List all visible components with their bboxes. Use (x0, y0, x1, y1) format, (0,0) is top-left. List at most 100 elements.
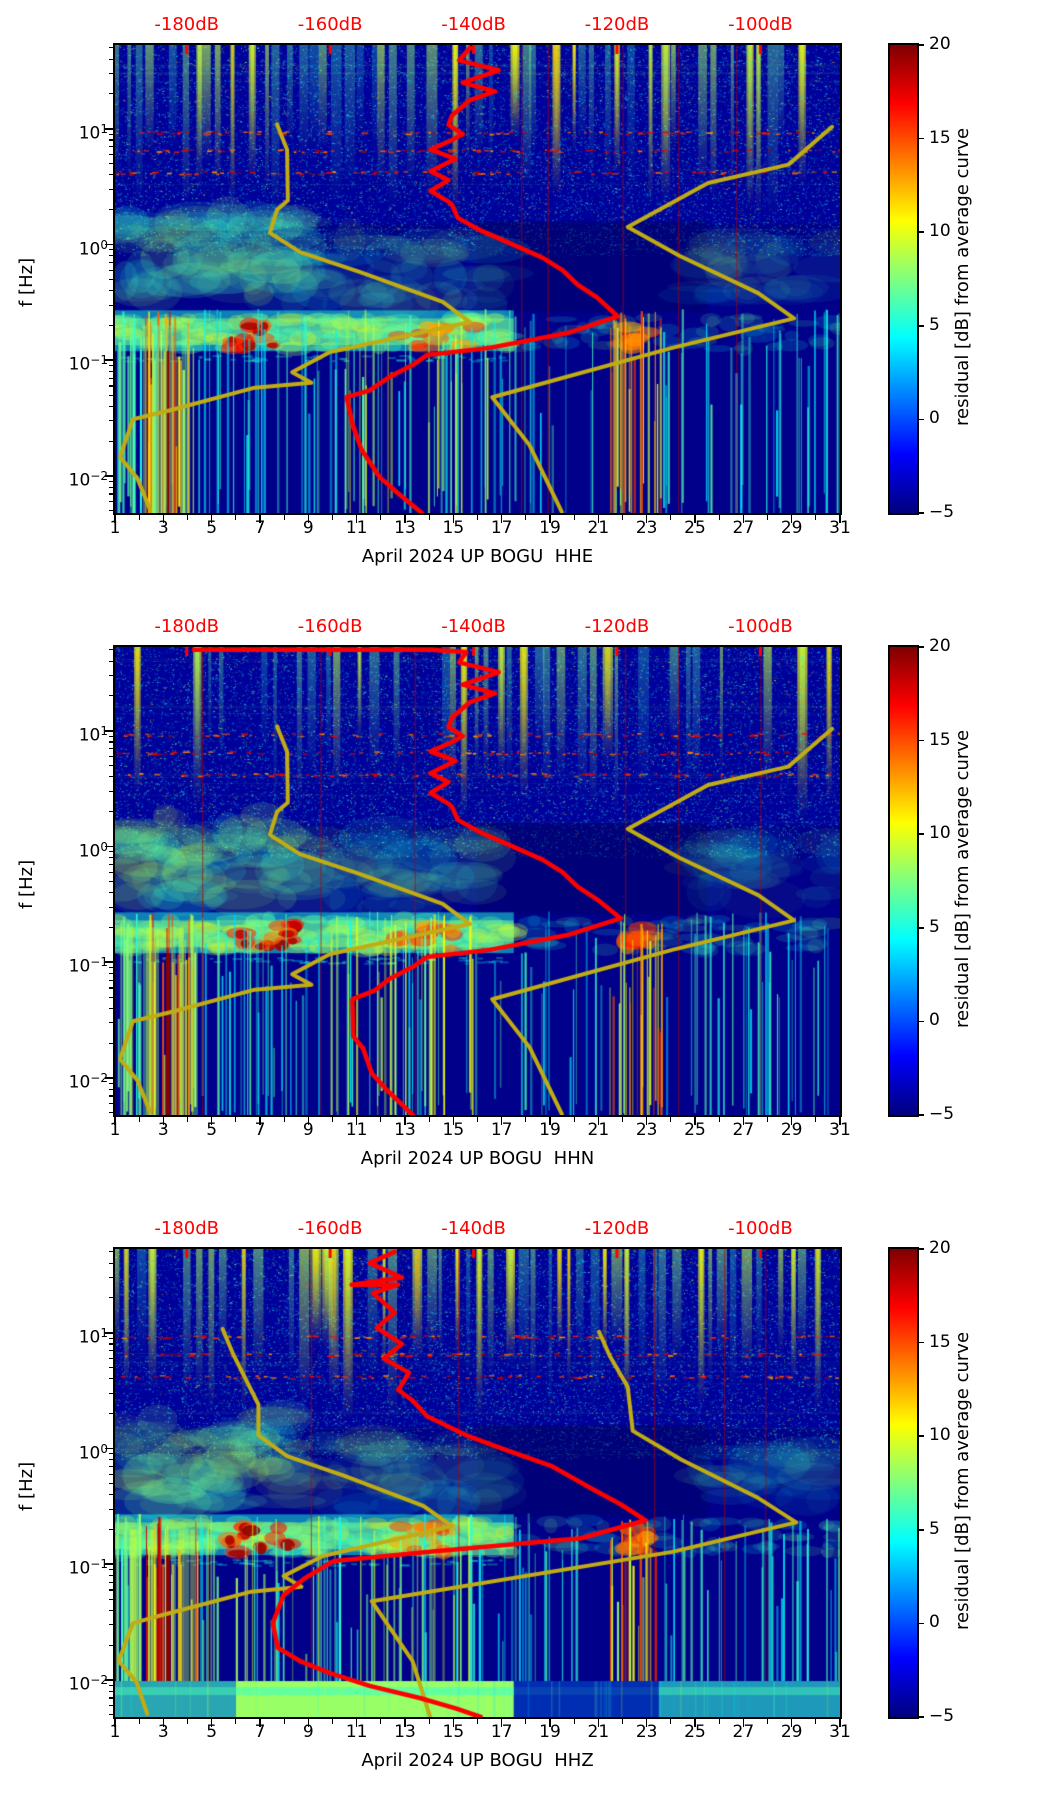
y-minor-tick (108, 1007, 113, 1009)
y-minor-tick (108, 1350, 113, 1352)
y-minor-tick (108, 486, 113, 488)
top-axis-db-label: -120dB (584, 616, 650, 637)
y-minor-tick (108, 1297, 113, 1299)
top-axis-db-label: -180dB (154, 14, 220, 35)
x-minor-tick (573, 515, 575, 520)
x-minor-tick (283, 515, 285, 520)
x-major-tick (259, 515, 261, 523)
x-major-tick (162, 1719, 165, 1727)
colorbar-label: residual [dB] from average curve (952, 729, 973, 1029)
y-minor-tick (108, 304, 113, 306)
x-minor-tick (331, 1719, 333, 1724)
y-major-tick (105, 243, 113, 246)
x-major-tick (645, 1117, 648, 1125)
colorbar-tick-label: 10 (929, 823, 951, 844)
x-major-tick (500, 1719, 503, 1727)
colorbar-tick (917, 1020, 924, 1023)
colorbar-tick-label: −5 (929, 1104, 955, 1124)
x-major-tick (645, 515, 648, 523)
x-tick-label: 13 (394, 1120, 416, 1140)
colorbar-hhe (888, 43, 919, 515)
x-major-tick (694, 515, 696, 523)
x-tick-label: 19 (539, 1722, 561, 1742)
y-minor-tick (108, 748, 113, 750)
x-major-tick (597, 515, 600, 523)
x-minor-tick (766, 1117, 768, 1122)
colorbar-tick (917, 418, 924, 421)
y-minor-tick (108, 1367, 113, 1369)
x-major-tick (114, 1719, 116, 1727)
x-major-tick (210, 1117, 213, 1125)
y-minor-tick (108, 1494, 113, 1496)
colorbar-tick (917, 44, 924, 46)
y-minor-tick (108, 1459, 113, 1461)
x-tick-label: 9 (302, 1120, 314, 1140)
y-minor-tick (108, 1624, 113, 1626)
colorbar-tick-label: −5 (929, 1706, 955, 1726)
top-axis-db-label: -160dB (297, 616, 363, 637)
x-minor-tick (428, 1117, 430, 1122)
y-minor-tick (108, 209, 113, 211)
x-tick-label: 17 (490, 1120, 513, 1140)
y-tick-label: 10−1 (68, 1557, 108, 1579)
y-minor-tick (108, 1508, 113, 1510)
top-axis-db-label: -100dB (728, 1218, 793, 1239)
x-minor-tick (525, 1719, 527, 1724)
x-axis-title-hhz: April 2024 UP BOGU HHZ (361, 1750, 594, 1771)
colorbar-tick-label: 0 (929, 1612, 940, 1633)
x-minor-tick (235, 515, 237, 520)
x-tick-label: 3 (157, 1120, 169, 1140)
y-minor-tick (108, 47, 113, 49)
y-minor-tick (108, 1022, 113, 1024)
x-major-tick (259, 1719, 261, 1727)
x-minor-tick (476, 1117, 478, 1122)
top-axis-db-label: -140dB (441, 14, 506, 35)
y-tick-exponent: −1 (90, 955, 108, 970)
y-tick-exponent: 0 (100, 1441, 108, 1456)
spectrogram-panel-hhn: f [Hz] April 2024 UP BOGU HHN residual [… (0, 602, 1052, 1204)
y-tick-label: 10−2 (68, 1673, 108, 1695)
x-tick-label: 5 (206, 1120, 218, 1140)
y-minor-tick (108, 1103, 113, 1105)
colorbar-label: residual [dB] from average curve (952, 1331, 973, 1631)
y-minor-tick (108, 1609, 113, 1611)
x-major-tick (355, 1719, 358, 1727)
y-minor-tick (108, 405, 113, 407)
x-minor-tick (283, 1117, 285, 1122)
x-tick-label: 23 (635, 1722, 658, 1742)
y-minor-tick (108, 1378, 113, 1380)
x-minor-tick (138, 1719, 140, 1724)
x-tick-label: 11 (345, 1120, 368, 1140)
y-minor-tick (108, 906, 113, 908)
y-minor-tick (108, 857, 113, 859)
y-minor-tick (108, 1473, 113, 1475)
y-minor-tick (108, 1482, 113, 1484)
x-minor-tick (380, 1117, 382, 1122)
x-minor-tick (380, 1719, 382, 1724)
colorbar-tick (917, 231, 924, 233)
colorbar-label: residual [dB] from average curve (952, 127, 973, 427)
y-minor-tick (108, 987, 113, 989)
y-minor-tick (108, 1684, 113, 1686)
x-tick-label: 25 (684, 1120, 706, 1140)
y-minor-tick (108, 146, 113, 148)
x-tick-label: 27 (732, 518, 755, 538)
x-minor-tick (718, 1117, 720, 1122)
y-major-tick (105, 1331, 113, 1334)
y-minor-tick (108, 72, 113, 75)
y-minor-tick (108, 163, 113, 165)
colorbar-tick (917, 1435, 924, 1437)
x-major-tick (307, 515, 310, 523)
x-minor-tick (235, 1719, 237, 1724)
y-major-tick (105, 845, 113, 848)
y-tick-label: 100 (78, 1441, 108, 1464)
colorbar-tick-label: 15 (929, 127, 951, 148)
x-major-tick (452, 1719, 455, 1727)
y-minor-tick (108, 188, 113, 190)
x-tick-label: 1 (109, 1120, 121, 1140)
colorbar-tick-label: 20 (929, 34, 951, 54)
y-major-tick (105, 729, 113, 732)
top-axis-db-label: -100dB (728, 14, 793, 35)
x-major-tick (452, 1117, 455, 1125)
x-tick-label: 11 (345, 1722, 368, 1742)
